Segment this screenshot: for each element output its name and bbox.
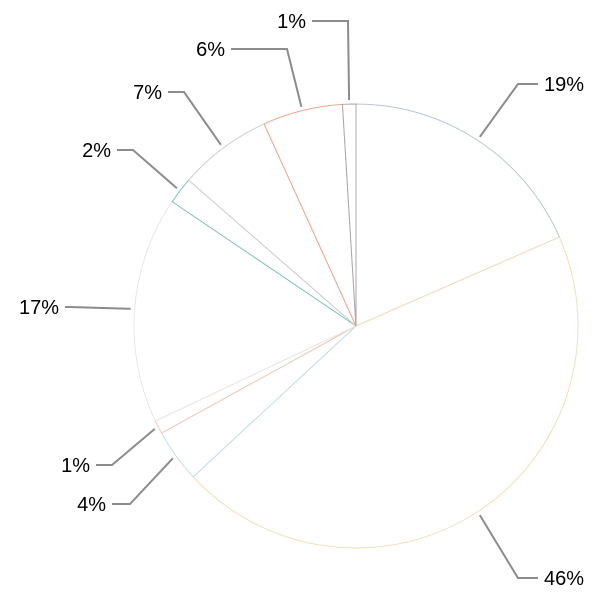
- leader-line-0: [478, 83, 538, 138]
- slice-label-8: 1%: [277, 11, 306, 33]
- leader-line-5: [117, 149, 178, 189]
- slice-label-4: 17%: [19, 297, 59, 319]
- slice-label-7: 6%: [196, 39, 225, 61]
- pie-slice-1: [192, 236, 579, 549]
- pie-slices: [133, 103, 579, 549]
- pie-slice-4: [133, 200, 358, 422]
- leader-line-2: [112, 457, 174, 505]
- slice-label-2: 4%: [77, 494, 106, 516]
- slice-label-5: 2%: [82, 140, 111, 162]
- leader-line-3: [96, 428, 156, 466]
- slice-label-1: 46%: [544, 568, 584, 590]
- slice-label-6: 7%: [133, 82, 162, 104]
- slice-label-0: 19%: [544, 74, 584, 96]
- leader-line-7: [231, 48, 303, 107]
- leader-line-6: [168, 91, 222, 146]
- leader-line-8: [312, 20, 351, 101]
- slice-label-3: 1%: [61, 455, 90, 477]
- slice-labels: 19% 46% 4% 1% 17% 2% 7% 6% 1%: [19, 11, 584, 590]
- leader-lines: [65, 20, 538, 579]
- pie-slice-0: [355, 103, 561, 327]
- leader-line-1: [478, 514, 538, 579]
- leader-line-4: [65, 306, 131, 310]
- pie-slice-8: [341, 103, 357, 327]
